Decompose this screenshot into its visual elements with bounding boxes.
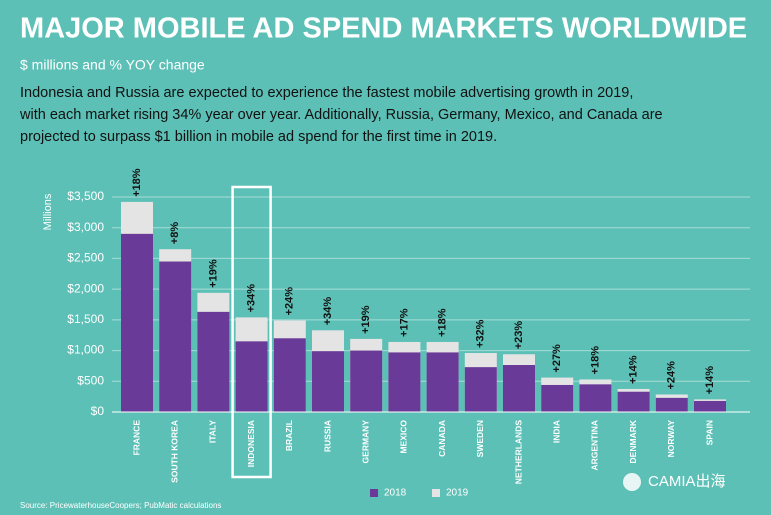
growth-label: +8% <box>169 222 181 245</box>
legend-label: 2019 <box>446 488 469 499</box>
x-tick-label: ITALY <box>208 420 218 443</box>
x-tick-label: CANADA <box>437 420 447 457</box>
x-tick-label: MEXICO <box>399 420 409 454</box>
watermark: CAMIA出海 <box>648 473 726 490</box>
growth-label: +19% <box>207 259 219 288</box>
x-tick-label: NORWAY <box>666 420 676 458</box>
bar <box>121 233 153 412</box>
y-tick-label: $3,500 <box>67 189 104 203</box>
y-tick-label: $0 <box>91 404 105 418</box>
bar <box>197 311 230 412</box>
growth-label: +27% <box>551 344 563 373</box>
x-tick-label: NETHERLANDS <box>513 420 523 485</box>
x-tick-label: ARGENTINA <box>590 420 600 471</box>
x-tick-label: SWEDEN <box>475 420 485 457</box>
legend-label: 2018 <box>384 488 407 499</box>
legend-swatch <box>370 489 378 497</box>
y-axis-label: Millions <box>42 193 54 230</box>
x-tick-label: INDIA <box>551 420 561 443</box>
growth-label: +17% <box>398 308 410 337</box>
growth-label: +34% <box>246 284 258 313</box>
description: Indonesia and Russia are expected to exp… <box>20 85 633 101</box>
growth-label: +24% <box>666 361 678 390</box>
x-tick-label: SOUTH KOREA <box>169 420 179 483</box>
growth-label: +14% <box>628 355 640 384</box>
chart-title: MAJOR MOBILE AD SPEND MARKETS WORLDWIDE <box>20 13 747 45</box>
growth-label: +18% <box>131 168 143 197</box>
growth-label: +34% <box>322 297 334 326</box>
bar <box>426 352 459 412</box>
bar <box>541 384 574 412</box>
description: projected to surpass $1 billion in mobil… <box>20 129 497 145</box>
x-tick-label: INDONESIA <box>246 420 256 467</box>
bar <box>655 397 688 412</box>
x-tick-label: DENMARK <box>628 419 638 463</box>
x-tick-label: SPAIN <box>704 420 714 445</box>
x-tick-label: RUSSIA <box>322 420 332 452</box>
bar <box>273 338 306 412</box>
growth-label: +14% <box>704 366 716 395</box>
bar <box>503 365 535 412</box>
bar <box>235 341 268 412</box>
growth-label: +18% <box>437 308 449 337</box>
bar <box>694 400 726 412</box>
growth-label: +23% <box>513 321 525 350</box>
x-tick-label: GERMANY <box>360 420 370 464</box>
watermark-icon <box>623 473 641 491</box>
growth-label: +32% <box>475 319 487 348</box>
growth-label: +19% <box>360 305 372 334</box>
y-tick-label: $1,000 <box>67 343 104 357</box>
y-tick-label: $1,500 <box>67 312 104 326</box>
bar <box>579 384 612 412</box>
source: Source: PricewaterhouseCoopers; PubMatic… <box>20 501 221 510</box>
bar <box>312 351 344 412</box>
bar <box>350 350 383 412</box>
x-tick-label: BRAZIL <box>284 420 294 451</box>
growth-label: +18% <box>589 346 601 375</box>
description: with each market rising 34% year over ye… <box>19 107 663 123</box>
bar <box>617 391 650 412</box>
chart-subtitle: $ millions and % YOY change <box>20 57 205 73</box>
highlight-box <box>231 185 272 479</box>
x-tick-label: FRANCE <box>131 420 141 456</box>
y-tick-label: $500 <box>77 373 104 387</box>
bar <box>388 352 421 412</box>
y-tick-label: $2,500 <box>67 251 104 265</box>
y-tick-label: $3,000 <box>67 220 104 234</box>
bar <box>159 261 192 412</box>
growth-label: +24% <box>284 287 296 316</box>
legend-swatch <box>432 489 440 497</box>
y-tick-label: $2,000 <box>67 281 104 295</box>
bar <box>464 367 497 412</box>
